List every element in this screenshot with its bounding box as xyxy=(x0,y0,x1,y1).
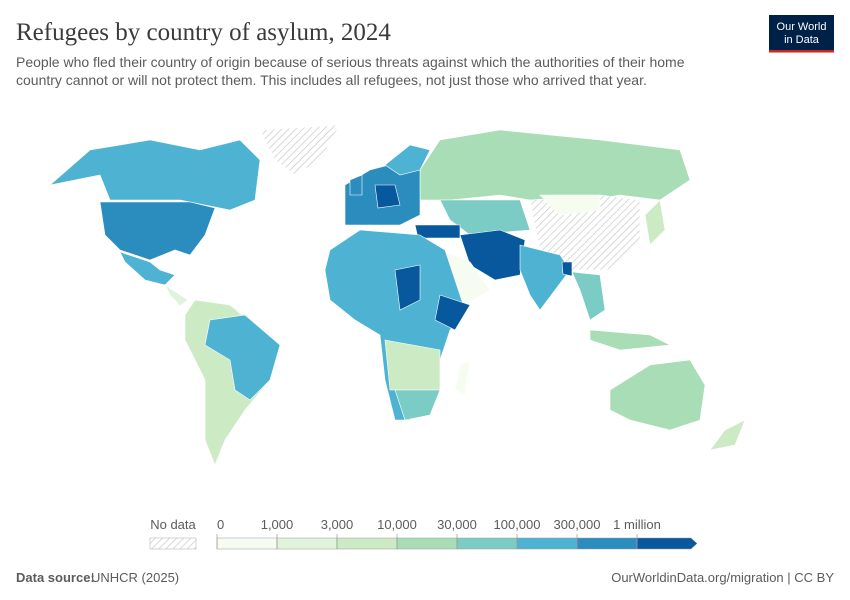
japan[interactable] xyxy=(644,199,666,246)
scandinavia[interactable] xyxy=(384,144,431,176)
legend-swatch xyxy=(456,537,518,550)
legend-tick-label: 1 million xyxy=(613,517,661,532)
legend-swatch xyxy=(516,537,578,550)
legend-swatch xyxy=(636,537,698,550)
canada[interactable] xyxy=(48,139,261,211)
sudan-chad[interactable] xyxy=(394,264,421,311)
africa[interactable] xyxy=(324,229,466,421)
legend-swatch xyxy=(336,537,398,550)
indonesia[interactable] xyxy=(589,329,672,351)
title: Refugees by country of asylum, 2024 xyxy=(16,19,391,46)
legend-swatch xyxy=(276,537,338,550)
logo-bar xyxy=(769,50,834,53)
turkey[interactable] xyxy=(414,224,461,239)
legend-no-data-label: No data xyxy=(150,517,196,532)
footer-url[interactable]: OurWorldinData.org/migration | CC BY xyxy=(611,570,834,585)
madagascar[interactable] xyxy=(454,359,471,396)
logo-text: in Data xyxy=(784,34,820,46)
legend: No data 0 1,000 3,000 10,000 30,000 100,000 30… xyxy=(149,517,698,550)
uk[interactable] xyxy=(349,174,363,196)
usa[interactable] xyxy=(99,201,216,261)
subtitle: People who fled their country of origin … xyxy=(16,54,685,70)
russia[interactable] xyxy=(419,129,691,206)
source: UNHCR (2025) xyxy=(91,570,179,585)
mongolia[interactable] xyxy=(539,194,601,216)
logo[interactable]: Our World in Data xyxy=(769,15,834,53)
india[interactable] xyxy=(519,244,571,311)
subtitle: country cannot or will not protect them.… xyxy=(16,72,647,88)
legend-swatch xyxy=(396,537,458,550)
southeast-asia[interactable] xyxy=(571,271,606,321)
logo-box xyxy=(769,15,834,52)
legend-tick-label: 10,000 xyxy=(377,517,417,532)
legend-tick-label: 1,000 xyxy=(261,517,294,532)
legend-no-data-swatch xyxy=(149,537,197,550)
bangladesh[interactable] xyxy=(561,261,573,277)
legend-swatch xyxy=(576,537,638,550)
mexico[interactable] xyxy=(119,251,176,286)
central-america[interactable] xyxy=(164,284,189,307)
legend-swatch xyxy=(216,537,278,550)
germany[interactable] xyxy=(374,184,401,209)
ethiopia[interactable] xyxy=(434,294,471,331)
legend-tick-label: 30,000 xyxy=(437,517,477,532)
greenland[interactable] xyxy=(259,124,341,176)
new-zealand[interactable] xyxy=(709,419,746,451)
south-africa[interactable] xyxy=(394,389,441,421)
australia[interactable] xyxy=(609,359,706,431)
legend-tick-label: 300,000 xyxy=(554,517,601,532)
logo-text: Our World xyxy=(777,21,827,33)
legend-tick-label: 3,000 xyxy=(321,517,354,532)
brazil[interactable] xyxy=(204,314,281,401)
source-label: Data source: xyxy=(16,570,95,585)
world-map xyxy=(48,124,746,466)
legend-tick-label: 100,000 xyxy=(494,517,541,532)
legend-tick-label: 0 xyxy=(217,517,224,532)
